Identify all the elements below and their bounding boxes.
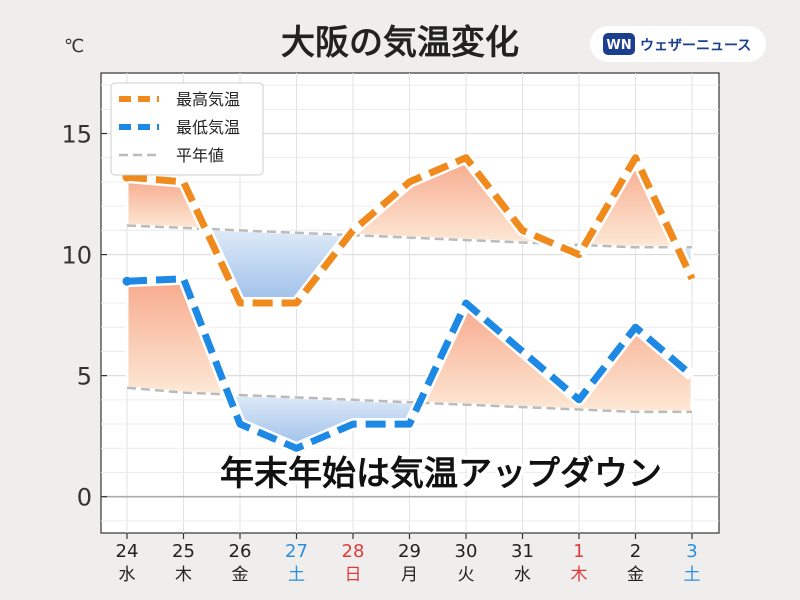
normal-line <box>126 386 692 414</box>
normal-lines <box>126 224 692 414</box>
x-tick-day: 28 <box>342 541 365 562</box>
x-tick-day: 27 <box>285 541 308 562</box>
series-lines <box>122 151 698 455</box>
series-line <box>126 154 696 307</box>
unit-label: ℃ <box>64 36 84 57</box>
x-tick-day: 26 <box>229 541 252 562</box>
x-tick-weekday: 水 <box>119 565 136 585</box>
legend-label: 最低気温 <box>176 118 240 137</box>
x-tick-weekday: 木 <box>175 565 192 585</box>
annotation-text: 年末年始は気温アップダウン <box>220 454 662 494</box>
x-tick-weekday: 月 <box>401 565 418 585</box>
y-tick-label: 15 <box>61 121 92 149</box>
x-axis: 24 水 25 木 26 金 27 土 28 日 29 月 30 火 31 水 1 木 2 金 3 土 <box>116 533 701 585</box>
y-tick-label: 10 <box>61 242 92 270</box>
x-tick-weekday: 金 <box>627 565 644 585</box>
x-tick-day: 25 <box>172 541 195 562</box>
legend-label: 平年値 <box>176 146 224 165</box>
x-tick-weekday: 水 <box>514 565 531 585</box>
normal-line <box>126 224 692 249</box>
series-start-point <box>122 276 132 286</box>
brand-badge: WN ウェザーニュース <box>590 26 766 62</box>
brand-logo-icon: WN <box>606 38 631 53</box>
x-tick-day: 3 <box>686 541 697 562</box>
y-tick-label: 0 <box>77 484 92 512</box>
x-tick-weekday: 火 <box>458 565 475 585</box>
x-tick-day: 2 <box>630 541 641 562</box>
series-line <box>126 275 695 452</box>
x-tick-day: 30 <box>455 541 478 562</box>
x-tick-day: 29 <box>398 541 421 562</box>
x-tick-day: 24 <box>116 541 139 562</box>
x-tick-weekday: 日 <box>345 565 362 585</box>
x-tick-weekday: 土 <box>288 565 305 585</box>
x-tick-day: 1 <box>573 541 584 562</box>
brand-name: ウェザーニュース <box>640 38 751 54</box>
anomaly-fills <box>125 156 694 450</box>
legend-label: 最高気温 <box>176 90 240 109</box>
x-tick-day: 31 <box>511 541 534 562</box>
y-axis: 0 5 10 15 <box>61 121 107 512</box>
chart-title: 大阪の気温変化 <box>281 23 519 63</box>
x-tick-weekday: 土 <box>684 565 701 585</box>
x-tick-weekday: 金 <box>232 565 249 585</box>
y-tick-label: 5 <box>77 363 92 391</box>
x-tick-weekday: 木 <box>571 565 588 585</box>
